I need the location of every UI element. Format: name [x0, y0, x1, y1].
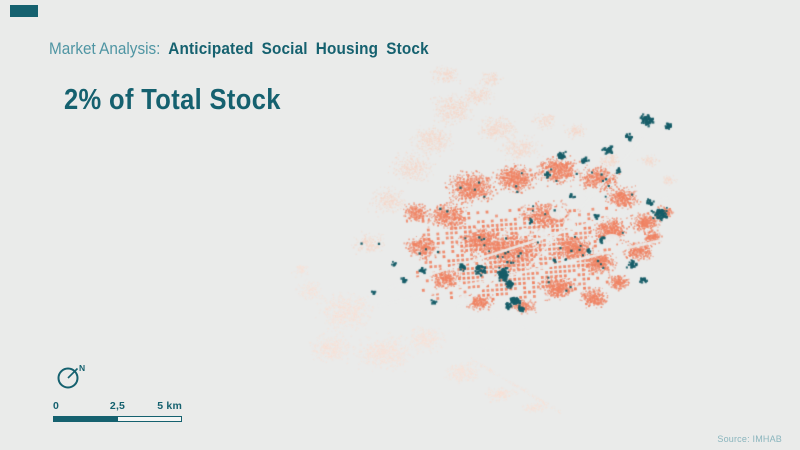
compass-north-label: N [79, 363, 85, 373]
scale-bar-labels: 0 2,5 5 km [53, 400, 182, 413]
scale-tick-mid: 2,5 [109, 400, 126, 412]
slide-header: Market Analysis: Anticipated Social Hous… [49, 38, 429, 60]
compass-icon: N [57, 363, 85, 389]
scale-bar: 0 2,5 5 km [53, 400, 182, 422]
headline: 2% of Total Stock [64, 84, 281, 116]
compass: N [54, 360, 92, 397]
header-title: Anticipated Social Housing Stock [168, 39, 429, 58]
scale-bar-track [53, 416, 182, 422]
accent-tag [10, 5, 38, 17]
header-pretitle: Market Analysis: [49, 39, 161, 58]
scale-tick-start: 0 [53, 400, 60, 412]
scale-tick-end: 5 km [157, 400, 182, 412]
scale-bar-empty-half [117, 417, 181, 421]
scale-bar-filled-half [54, 417, 118, 421]
source-credit: Source: IMHAB [717, 434, 782, 444]
